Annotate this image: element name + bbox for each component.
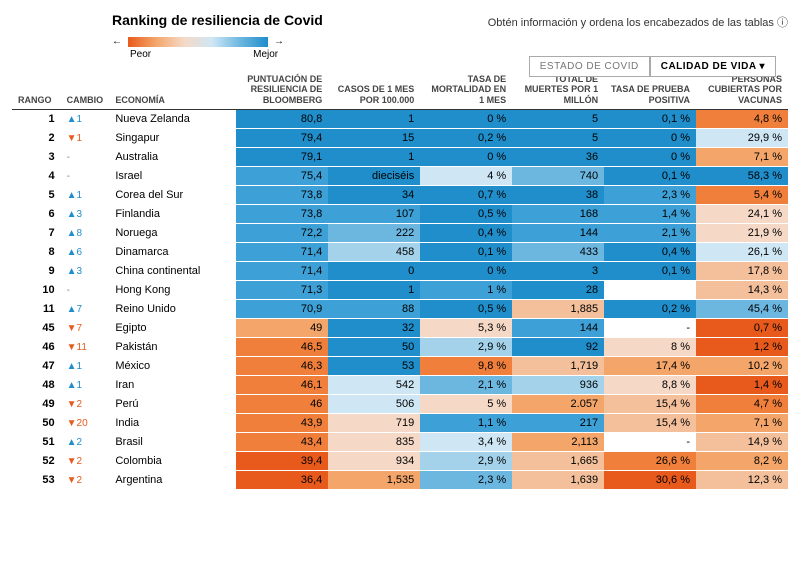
legend-arrow-right: →: [274, 36, 284, 47]
tab-quality-of-life[interactable]: CALIDAD DE VIDA ▾: [650, 56, 776, 77]
table-row: 3-Australia79,110 %360 %7,1 %: [12, 148, 788, 167]
col-economy[interactable]: ECONOMÍA: [109, 70, 236, 110]
table-row: 2▼1Singapur79,4150,2 %50 %29,9 %: [12, 129, 788, 148]
legend: ← →: [112, 36, 788, 47]
ranking-table: RANGO CAMBIO ECONOMÍA PUNTUACIÓN DE RESI…: [12, 70, 788, 490]
table-row: 6▲3Finlandia73,81070,5 %1681,4 %24,1 %: [12, 205, 788, 224]
table-row: 9▲3China continental71,400 %30,1 %17,8 %: [12, 262, 788, 281]
legend-best: Mejor: [253, 49, 278, 60]
table-row: 53▼2Argentina36,41,5352,3 %1,63930,6 %12…: [12, 471, 788, 490]
table-row: 1▲1Nueva Zelanda80,810 %50,1 %4,8 %: [12, 110, 788, 129]
table-row: 46▼11Pakistán46,5502,9 %928 %1,2 %: [12, 338, 788, 357]
col-rank[interactable]: RANGO: [12, 70, 61, 110]
info-icon[interactable]: ⓘ: [777, 17, 788, 29]
table-row: 50▼20India43,97191,1 %21715,4 %7,1 %: [12, 414, 788, 433]
table-row: 11▲7Reino Unido70,9880,5 %1,8850,2 %45,4…: [12, 300, 788, 319]
table-row: 5▲1Corea del Sur73,8340,7 %382,3 %5,4 %: [12, 186, 788, 205]
table-row: 4-Israel75,4dieciséis4 %7400,1 %58,3 %: [12, 167, 788, 186]
legend-worst: Peor: [130, 49, 151, 60]
table-row: 48▲1Iran46,15422,1 %9368,8 %1,4 %: [12, 376, 788, 395]
table-row: 49▼2Perú465065 %2.05715,4 %4,7 %: [12, 395, 788, 414]
table-row: 7▲8Noruega72,22220,4 %1442,1 %21,9 %: [12, 224, 788, 243]
tabs: ESTADO DE COVID CALIDAD DE VIDA ▾: [529, 56, 776, 77]
legend-gradient: [128, 37, 268, 47]
table-row: 10-Hong Kong71,311 %2814,3 %: [12, 281, 788, 300]
table-row: 45▼7Egipto49325,3 %144-0,7 %: [12, 319, 788, 338]
tab-covid-status[interactable]: ESTADO DE COVID: [529, 56, 650, 77]
col-change[interactable]: CAMBIO: [61, 70, 110, 110]
col-mortality[interactable]: TASA DE MORTALIDAD EN 1 MES: [420, 70, 512, 110]
col-cases[interactable]: CASOS DE 1 MES POR 100.000: [328, 70, 420, 110]
table-row: 47▲1México46,3539,8 %1,71917,4 %10,2 %: [12, 357, 788, 376]
col-score[interactable]: PUNTUACIÓN DE RESILIENCIA DE BLOOMBERG: [236, 70, 328, 110]
table-row: 8▲6Dinamarca71,44580,1 %4330,4 %26,1 %: [12, 243, 788, 262]
legend-arrow-left: ←: [112, 36, 122, 47]
table-row: 51▲2Brasil43,48353,4 %2,113-14,9 %: [12, 433, 788, 452]
table-row: 52▼2Colombia39,49342,9 %1,66526,6 %8,2 %: [12, 452, 788, 471]
